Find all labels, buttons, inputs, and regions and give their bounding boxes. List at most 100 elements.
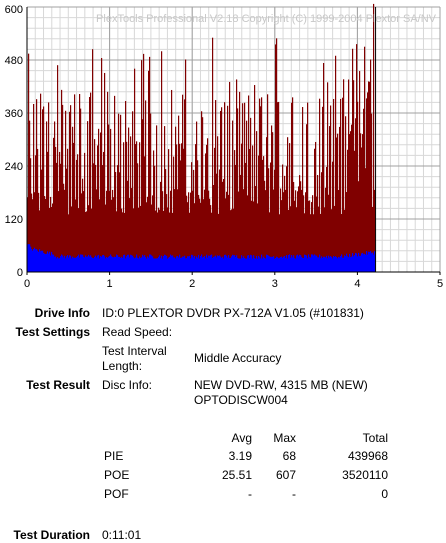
- poe-bar: [276, 38, 278, 272]
- pie-bar: [102, 255, 104, 272]
- poe-bar: [189, 212, 191, 272]
- poe-bar: [253, 201, 255, 272]
- pie-bar: [240, 258, 242, 272]
- poe-bar: [204, 189, 206, 272]
- pie-bar: [366, 251, 368, 272]
- poe-bar: [231, 209, 233, 272]
- poe-bar: [217, 136, 219, 272]
- poe-bar: [113, 197, 115, 272]
- poe-bar: [199, 198, 201, 272]
- pie-bar: [322, 258, 324, 272]
- poe-bar: [272, 132, 274, 272]
- poe-bar: [337, 133, 339, 272]
- pie-bar: [80, 254, 82, 272]
- poe-bar: [91, 208, 93, 272]
- pie-bar: [186, 258, 188, 272]
- pie-bar: [357, 256, 359, 272]
- pie-bar: [187, 256, 189, 272]
- poe-bar: [69, 111, 71, 272]
- poe-bar: [33, 103, 35, 272]
- pie-bar: [275, 257, 277, 272]
- poe-bar: [233, 208, 235, 272]
- poe-bar: [202, 117, 204, 272]
- stats-row-pof-name: POF: [104, 487, 129, 501]
- poe-bar: [274, 169, 276, 272]
- poe-bar: [215, 100, 217, 273]
- pie-bar: [291, 255, 293, 272]
- poe-bar: [57, 65, 59, 272]
- poe-bar: [369, 81, 371, 272]
- pie-bar: [359, 256, 361, 272]
- poe-bar: [86, 211, 88, 272]
- x-tick-label: 0: [24, 278, 30, 290]
- pie-bar: [94, 256, 96, 272]
- pie-bar: [37, 250, 39, 272]
- poe-bar: [124, 212, 126, 272]
- stats-row-pie-total: 439968: [347, 449, 388, 463]
- test-settings-label: Test Settings: [15, 325, 90, 339]
- poe-bar: [38, 192, 40, 272]
- poe-bar: [319, 98, 321, 272]
- poe-bar: [309, 200, 311, 272]
- poe-bar: [74, 94, 76, 272]
- poe-bar: [214, 147, 216, 272]
- poe-bar: [348, 79, 350, 273]
- poe-bar: [300, 181, 302, 272]
- poe-bar: [345, 116, 347, 272]
- pie-bar: [234, 255, 236, 272]
- pie-bar: [220, 256, 222, 272]
- pie-bar: [265, 258, 267, 272]
- pie-bar: [295, 258, 297, 272]
- pie-bar: [155, 258, 157, 272]
- pie-bar: [75, 257, 77, 272]
- interval-label-line1: Test Interval: [102, 344, 167, 358]
- stats-row-poe-max: 607: [275, 468, 296, 482]
- pie-bar: [250, 254, 252, 272]
- poe-bar: [114, 95, 116, 272]
- poe-bar: [257, 203, 259, 272]
- pie-bar: [138, 258, 140, 272]
- pie-bar: [65, 258, 67, 272]
- poe-bar: [98, 128, 100, 272]
- pie-bar: [55, 256, 57, 272]
- pie-bar: [225, 254, 227, 272]
- pie-bar: [367, 254, 369, 272]
- poe-bar: [218, 213, 220, 272]
- poe-bar: [295, 190, 297, 272]
- poe-bar: [125, 101, 127, 273]
- pie-bar: [61, 254, 63, 272]
- pie-bar: [261, 254, 263, 272]
- poe-bar: [94, 139, 96, 272]
- poe-bar: [311, 202, 313, 272]
- chart-area: 0 120 240 360 480 600 0 1 2 3 4 5 PlexTools Professi…: [5, 3, 443, 290]
- poe-bar: [118, 113, 120, 272]
- poe-bar: [45, 198, 47, 272]
- pie-bar: [329, 257, 331, 272]
- pie-bar: [238, 258, 240, 272]
- pie-bar: [221, 257, 223, 272]
- poe-bar: [318, 206, 320, 272]
- poe-bar: [53, 137, 55, 272]
- pie-bar: [362, 252, 364, 272]
- pie-bar: [98, 254, 100, 272]
- poe-bar: [177, 189, 179, 272]
- pie-bar: [83, 256, 85, 272]
- poe-bar: [37, 148, 39, 272]
- pie-bar: [269, 256, 271, 272]
- pie-bar: [302, 257, 304, 272]
- pie-bar: [58, 258, 60, 272]
- pie-bar: [254, 258, 256, 272]
- chart-watermark: PlexTools Professional V2.18 Copyright (…: [96, 13, 437, 25]
- poe-bar: [242, 103, 244, 272]
- pie-bar: [324, 256, 326, 272]
- pie-bar: [145, 257, 147, 272]
- poe-bar: [198, 194, 200, 272]
- pie-bar: [116, 254, 118, 272]
- pie-bar: [90, 255, 92, 272]
- poe-bar: [364, 46, 366, 272]
- pie-bar: [139, 256, 141, 272]
- pie-bar: [27, 244, 29, 272]
- pie-bar: [118, 256, 120, 272]
- poe-bar: [173, 156, 175, 272]
- pie-bar: [283, 256, 285, 272]
